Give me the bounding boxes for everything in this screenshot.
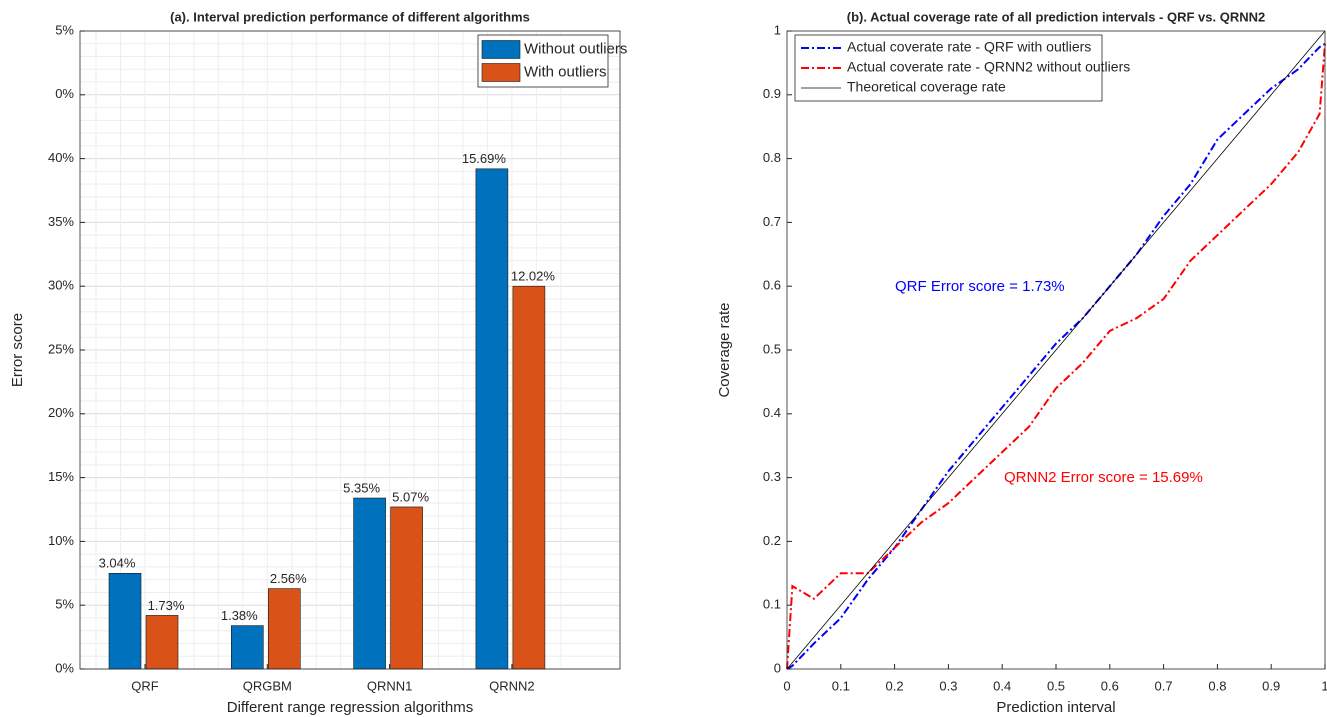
bar-annotation: 1.38% <box>221 608 258 623</box>
y-tick-label: 0.4 <box>763 405 781 420</box>
chart-title: (b). Actual coverage rate of all predict… <box>847 9 1266 24</box>
line-series <box>786 42 1326 670</box>
y-tick-label: 0.3 <box>763 469 781 484</box>
y-tick-label: 10% <box>48 533 74 548</box>
legend-swatch <box>481 63 521 82</box>
bar-annotation: 2.56% <box>270 571 307 586</box>
bar <box>267 588 301 670</box>
x-tick-label: QRF <box>131 678 159 693</box>
bar <box>108 572 142 670</box>
y-tick-label: 0.7 <box>763 214 781 229</box>
x-axis-label: Different range regression algorithms <box>227 699 474 716</box>
y-tick-label: 0.9 <box>763 86 781 101</box>
legend-label: Actual coverate rate - QRF with outliers <box>847 39 1091 55</box>
legend-label: Theoretical coverage rate <box>847 79 1006 95</box>
bar-annotation: 5.35% <box>343 480 380 495</box>
y-tick-label: 0% <box>55 660 74 675</box>
y-tick-label: 0.1 <box>763 597 781 612</box>
y-tick-label: 0 <box>774 660 781 675</box>
bar-annotation: 3.04% <box>99 556 136 571</box>
x-tick-label: 0.2 <box>886 678 904 693</box>
legend-swatch <box>481 40 521 59</box>
line-series <box>786 30 1326 670</box>
y-tick-label: 0.2 <box>763 533 781 548</box>
x-tick-label: 0.1 <box>832 678 850 693</box>
x-tick-label: QRNN2 <box>489 678 535 693</box>
y-tick-label: 30% <box>48 278 74 293</box>
bar <box>390 506 423 670</box>
axes-box <box>786 30 1326 670</box>
y-axis-label: Coverage rate <box>716 302 733 397</box>
legend-label: Without outliers <box>524 40 627 57</box>
x-tick-label: 1 <box>1321 678 1327 693</box>
y-tick-label: 1 <box>774 22 781 37</box>
x-tick-label: 0.6 <box>1101 678 1119 693</box>
x-tick-label: QRGBM <box>243 678 292 693</box>
bar-annotation: 15.69% <box>462 151 507 166</box>
chart-title: (a). Interval prediction performance of … <box>170 9 530 24</box>
annotation: QRNN2 Error score = 15.69% <box>1004 469 1203 486</box>
x-tick-label: 0 <box>783 678 790 693</box>
legend-box <box>794 34 1103 102</box>
y-tick-label: 5% <box>55 22 74 37</box>
bar <box>353 497 386 670</box>
x-tick-label: 0.3 <box>939 678 957 693</box>
x-tick-label: QRNN1 <box>367 678 413 693</box>
bar <box>231 625 264 670</box>
x-tick-label: 0.5 <box>1047 678 1065 693</box>
x-tick-label: 0.8 <box>1208 678 1226 693</box>
y-tick-label: 15% <box>48 469 74 484</box>
legend-label: Actual coverate rate - QRNN2 without out… <box>847 59 1130 75</box>
y-axis-label: Error score <box>9 313 26 387</box>
y-tick-label: 0.5 <box>763 341 781 356</box>
y-tick-label: 0.6 <box>763 278 781 293</box>
x-tick-label: 0.9 <box>1262 678 1280 693</box>
bar <box>145 615 179 670</box>
x-tick-label: 0.4 <box>993 678 1011 693</box>
y-tick-label: 5% <box>55 597 74 612</box>
x-tick-label: 0.7 <box>1155 678 1173 693</box>
x-axis-label: Prediction interval <box>996 699 1115 716</box>
annotation: QRF Error score = 1.73% <box>895 278 1065 295</box>
line-series <box>786 43 1326 670</box>
y-tick-label: 35% <box>48 214 74 229</box>
y-tick-label: 0.8 <box>763 150 781 165</box>
y-tick-label: 20% <box>48 405 74 420</box>
bar-annotation: 5.07% <box>392 489 429 504</box>
bar-annotation: 1.73% <box>148 598 185 613</box>
y-tick-label: 0% <box>55 86 74 101</box>
bar-annotation: 12.02% <box>511 269 556 284</box>
y-tick-label: 25% <box>48 341 74 356</box>
bar <box>512 285 546 670</box>
bar <box>475 168 509 670</box>
legend-label: With outliers <box>524 63 607 80</box>
axes-box <box>79 30 621 670</box>
y-tick-label: 40% <box>48 150 74 165</box>
